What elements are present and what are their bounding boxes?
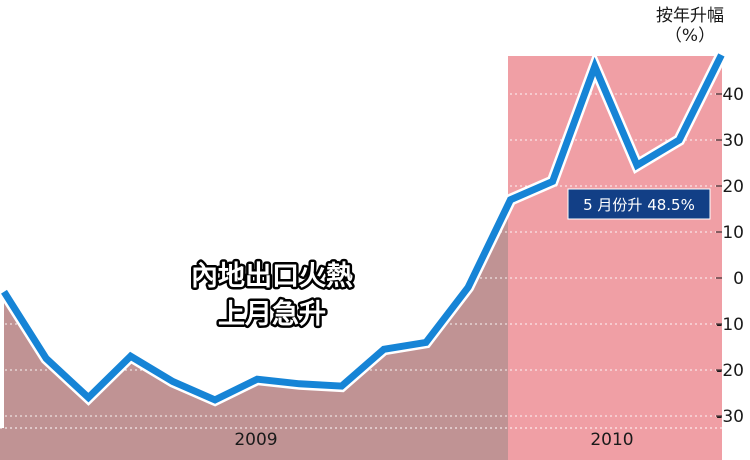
y-tick-label: -10 — [716, 315, 744, 335]
y-axis-title-line1: 按年升幅 — [656, 6, 724, 26]
callout-text: 5 月份升 48.5% — [583, 196, 695, 214]
callout-background — [567, 188, 711, 220]
year-label-2010: 2010 — [590, 430, 633, 450]
year-band-2009 — [0, 428, 508, 460]
y-tick-label: -30 — [716, 407, 744, 427]
headline-line2: 上月急升 — [218, 298, 326, 330]
y-axis-title-line2: （%） — [665, 26, 715, 46]
y-tick-label: 0 — [733, 269, 744, 289]
y-tick-label: 10 — [722, 223, 744, 243]
y-axis-ticks: 40 30 20 10 0 -10 -20 -30 — [716, 85, 744, 427]
period-backgrounds — [0, 56, 722, 460]
y-tick-label: 20 — [722, 177, 744, 197]
x-axis-year-labels: 2009 2010 — [234, 430, 633, 450]
y-tick-label: 40 — [722, 85, 744, 105]
year-band-2010 — [508, 428, 722, 460]
year-label-2009: 2009 — [234, 430, 277, 450]
y-tick-label: 30 — [722, 131, 744, 151]
series-line — [1, 53, 725, 404]
area-2009 — [4, 204, 508, 428]
callout-box: 5 月份升 48.5% — [567, 188, 711, 220]
headline-line1: 內地出口火熱 — [191, 261, 353, 292]
series-line-layer — [0, 50, 727, 407]
y-tick-label: -20 — [716, 361, 744, 381]
